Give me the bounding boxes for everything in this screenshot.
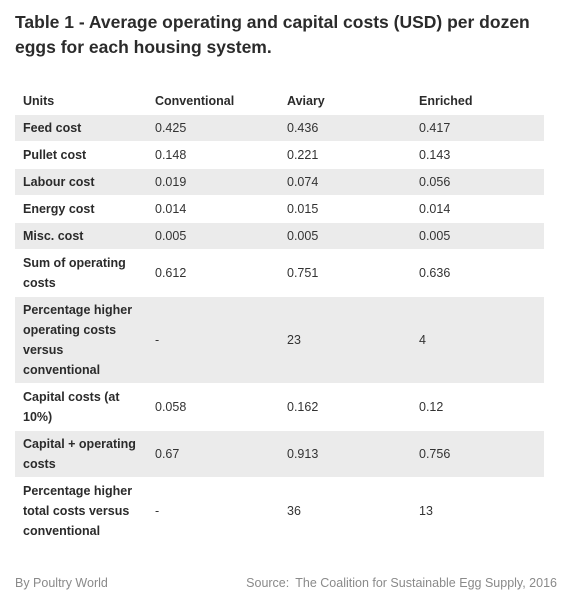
column-header-aviary: Aviary bbox=[279, 88, 411, 115]
column-header-conventional: Conventional bbox=[147, 88, 279, 115]
cell-enriched: 13 bbox=[411, 477, 544, 545]
row-label: Pullet cost bbox=[15, 141, 147, 169]
cell-conventional: 0.67 bbox=[147, 430, 279, 478]
cell-aviary: 0.221 bbox=[279, 141, 411, 169]
table-row: Capital costs (at 10%) 0.058 0.162 0.12 bbox=[15, 383, 544, 431]
row-label: Misc. cost bbox=[15, 222, 147, 250]
row-label: Capital costs (at 10%) bbox=[15, 383, 147, 431]
cell-enriched: 0.417 bbox=[411, 114, 544, 142]
table-header-row: Units Conventional Aviary Enriched bbox=[15, 88, 544, 115]
cell-enriched: 0.636 bbox=[411, 249, 544, 297]
column-header-enriched: Enriched bbox=[411, 88, 544, 115]
cell-aviary: 0.074 bbox=[279, 168, 411, 196]
cell-enriched: 0.143 bbox=[411, 141, 544, 169]
cell-aviary: 0.913 bbox=[279, 430, 411, 478]
cell-aviary: 36 bbox=[279, 477, 411, 545]
cell-conventional: - bbox=[147, 477, 279, 545]
cell-aviary: 0.015 bbox=[279, 195, 411, 223]
cell-enriched: 0.014 bbox=[411, 195, 544, 223]
cell-conventional: 0.612 bbox=[147, 249, 279, 297]
cell-conventional: 0.058 bbox=[147, 383, 279, 431]
table-row: Capital + operating costs 0.67 0.913 0.7… bbox=[15, 430, 544, 478]
table-row: Feed cost 0.425 0.436 0.417 bbox=[15, 114, 544, 142]
cell-enriched: 0.12 bbox=[411, 383, 544, 431]
row-label: Percentage higher total costs versus con… bbox=[15, 477, 147, 545]
cell-conventional: 0.005 bbox=[147, 222, 279, 250]
table-row: Pullet cost 0.148 0.221 0.143 bbox=[15, 141, 544, 169]
cell-aviary: 0.005 bbox=[279, 222, 411, 250]
cell-enriched: 0.056 bbox=[411, 168, 544, 196]
row-label: Energy cost bbox=[15, 195, 147, 223]
table-row: Percentage higher total costs versus con… bbox=[15, 477, 544, 545]
table-row: Misc. cost 0.005 0.005 0.005 bbox=[15, 222, 544, 250]
byline: By Poultry World bbox=[15, 576, 108, 590]
row-label: Percentage higher operating costs versus… bbox=[15, 296, 147, 384]
cell-enriched: 0.005 bbox=[411, 222, 544, 250]
cell-aviary: 0.162 bbox=[279, 383, 411, 431]
cell-conventional: - bbox=[147, 296, 279, 384]
cell-conventional: 0.014 bbox=[147, 195, 279, 223]
cell-conventional: 0.019 bbox=[147, 168, 279, 196]
row-label: Sum of operating costs bbox=[15, 249, 147, 297]
source-credit: Source: The Coalition for Sustainable Egg… bbox=[246, 576, 557, 590]
row-label: Labour cost bbox=[15, 168, 147, 196]
cell-aviary: 0.751 bbox=[279, 249, 411, 297]
table-row: Labour cost 0.019 0.074 0.056 bbox=[15, 168, 544, 196]
source-label: Source: bbox=[246, 576, 290, 590]
row-label: Capital + operating costs bbox=[15, 430, 147, 478]
cell-conventional: 0.425 bbox=[147, 114, 279, 142]
cell-enriched: 0.756 bbox=[411, 430, 544, 478]
table-row: Sum of operating costs 0.612 0.751 0.636 bbox=[15, 249, 544, 297]
cell-aviary: 0.436 bbox=[279, 114, 411, 142]
cell-aviary: 23 bbox=[279, 296, 411, 384]
row-label: Feed cost bbox=[15, 114, 147, 142]
column-header-units: Units bbox=[15, 88, 147, 115]
table-row: Energy cost 0.014 0.015 0.014 bbox=[15, 195, 544, 223]
cost-table: Units Conventional Aviary Enriched Feed … bbox=[15, 88, 544, 545]
table-title: Table 1 - Average operating and capital … bbox=[15, 12, 530, 57]
source-text: The Coalition for Sustainable Egg Supply… bbox=[295, 576, 557, 590]
table-row: Percentage higher operating costs versus… bbox=[15, 296, 544, 384]
cell-enriched: 4 bbox=[411, 296, 544, 384]
cell-conventional: 0.148 bbox=[147, 141, 279, 169]
